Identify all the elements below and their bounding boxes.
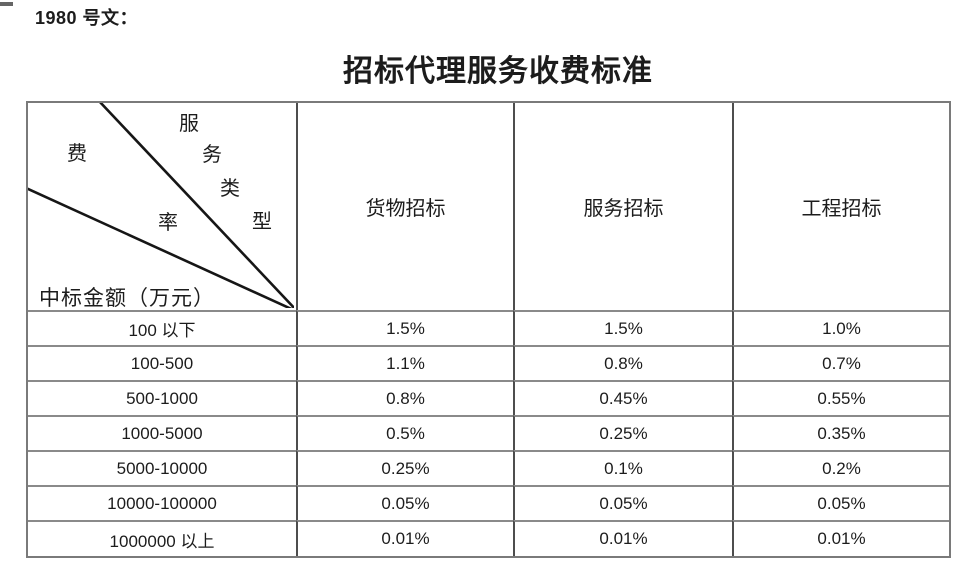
column-header-service: 服务招标 — [513, 103, 732, 310]
row-label: 1000000 以上 — [28, 520, 296, 556]
fee-value: 1.1% — [296, 345, 513, 380]
fee-value: 0.25% — [513, 415, 732, 450]
fee-value: 0.01% — [513, 520, 732, 556]
fee-value: 0.05% — [296, 485, 513, 520]
page-title: 招标代理服务收费标准 — [343, 55, 653, 88]
diagonal-divider-lines — [28, 103, 294, 308]
fee-value: 0.35% — [732, 415, 949, 450]
fee-value: 0.05% — [513, 485, 732, 520]
corner-label-rate-char: 费 — [67, 143, 87, 165]
row-label: 5000-10000 — [28, 450, 296, 485]
row-label: 100 以下 — [28, 310, 296, 345]
corner-label-service-char: 类 — [220, 178, 240, 200]
column-header-goods: 货物招标 — [296, 103, 513, 310]
fee-value: 0.25% — [296, 450, 513, 485]
document-ref-number: 1980 号文： — [35, 8, 139, 28]
fee-value: 0.5% — [296, 415, 513, 450]
corner-label-service-char: 服 — [179, 113, 199, 135]
fee-value: 0.45% — [513, 380, 732, 415]
fee-value: 0.2% — [732, 450, 949, 485]
fee-value: 1.0% — [732, 310, 949, 345]
corner-label-rate-char: 率 — [158, 212, 178, 234]
fee-value: 0.1% — [513, 450, 732, 485]
fee-value: 0.8% — [513, 345, 732, 380]
row-label: 500-1000 — [28, 380, 296, 415]
fee-value: 0.01% — [296, 520, 513, 556]
table-corner-cell: 服 务 类 型 费 率 中标金额（万元） — [28, 103, 296, 310]
fee-value: 1.5% — [296, 310, 513, 345]
fee-value: 0.55% — [732, 380, 949, 415]
corner-label-amount: 中标金额（万元） — [39, 286, 215, 310]
row-label: 1000-5000 — [28, 415, 296, 450]
fee-value: 1.5% — [513, 310, 732, 345]
corner-label-service-char: 型 — [252, 211, 272, 233]
page-edge-artifact — [0, 2, 13, 6]
fee-standard-table: 服 务 类 型 费 率 中标金额（万元） 货物招标 服务招标 工程招标 100 … — [26, 101, 951, 558]
fee-value: 0.8% — [296, 380, 513, 415]
fee-value: 0.01% — [732, 520, 949, 556]
fee-value: 0.7% — [732, 345, 949, 380]
column-header-engineering: 工程招标 — [732, 103, 949, 310]
fee-value: 0.05% — [732, 485, 949, 520]
row-label: 100-500 — [28, 345, 296, 380]
row-label: 10000-100000 — [28, 485, 296, 520]
corner-label-service-char: 务 — [202, 144, 222, 166]
